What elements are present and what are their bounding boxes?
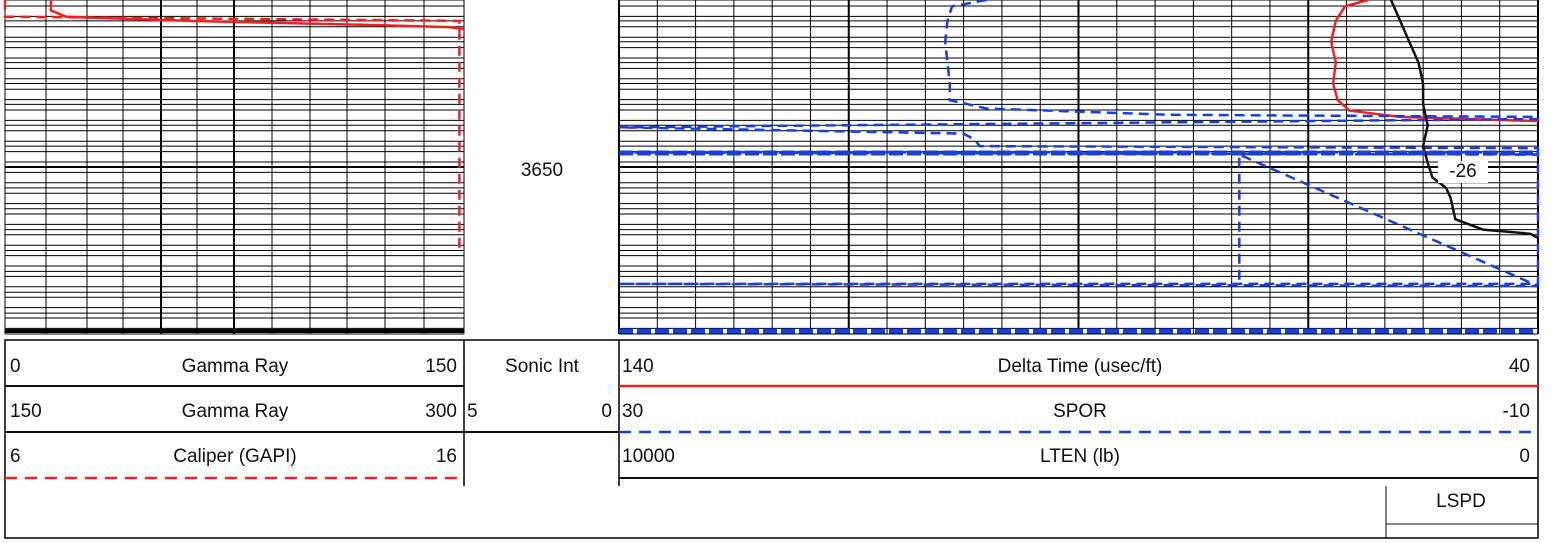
depth-label: 3650 xyxy=(520,160,564,181)
track1-gr2-min: 150 xyxy=(10,401,42,422)
sonic-int-max: 0 xyxy=(601,401,612,422)
track1-gr1-name: Gamma Ray xyxy=(181,356,289,377)
lten-annotation: -26 xyxy=(1438,161,1488,183)
track1-gr1-max: 150 xyxy=(425,356,457,377)
lten-min: 10000 xyxy=(622,446,675,467)
spor-min: 30 xyxy=(622,401,644,422)
lten-max: 0 xyxy=(1519,446,1530,467)
lspd-name: LSPD xyxy=(1436,491,1486,512)
dt-max: 40 xyxy=(1508,356,1530,377)
track1-cal-name: Caliper (GAPI) xyxy=(173,446,297,467)
sonic-int-min: 5 xyxy=(467,401,478,422)
spor-max: -10 xyxy=(1502,401,1530,422)
curve-spor xyxy=(618,0,1540,156)
track1-cal-min: 6 xyxy=(10,446,21,467)
curve-delta-time-usec-ft- xyxy=(1329,0,1539,123)
spor-name: SPOR xyxy=(1053,401,1107,422)
track1-gr1-min: 0 xyxy=(10,356,21,377)
curve-caliper-gapi- xyxy=(3,0,461,251)
dt-name: Delta Time (usec/ft) xyxy=(997,356,1163,377)
curve-lten-lb- xyxy=(1389,0,1539,240)
dt-min: 140 xyxy=(622,356,654,377)
lten-name: LTEN (lb) xyxy=(1040,446,1120,467)
curve-gamma-ray-scale-0-150- xyxy=(49,0,465,31)
header-frame xyxy=(4,339,1539,539)
sonic-int-name: Sonic Int xyxy=(505,356,579,377)
track1-gr2-name: Gamma Ray xyxy=(181,401,289,422)
track1-cal-max: 16 xyxy=(435,446,457,467)
track1-gr2-max: 300 xyxy=(425,401,457,422)
